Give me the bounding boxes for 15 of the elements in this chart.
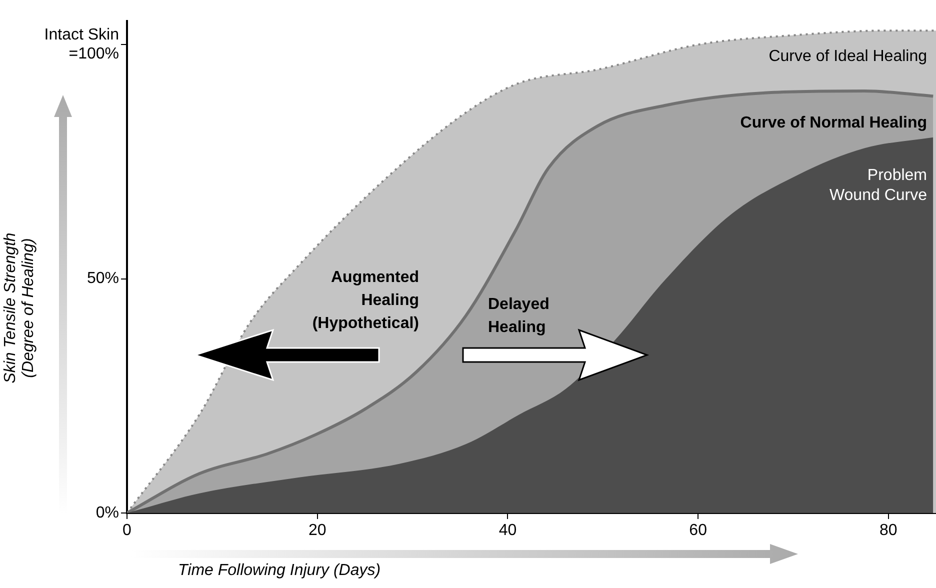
x-tick-label: 80 [880, 522, 898, 540]
series-label: Problem Wound Curve [829, 166, 928, 204]
x-tick-label: 20 [308, 522, 326, 540]
x-tick-label: 0 [122, 522, 132, 540]
annotation: Delayed Healing [488, 295, 550, 338]
y-axis-title: Skin Tensile Strength (Degree of Healing) [2, 232, 38, 386]
x-tick-label: 40 [498, 522, 517, 540]
y-tick-label: 50% [86, 270, 119, 288]
y-tick-label: 0% [96, 504, 119, 522]
series-label: Curve of Normal Healing [740, 114, 927, 132]
series-label: Curve of Ideal Healing [768, 48, 927, 65]
x-tick-label: 60 [689, 522, 708, 540]
y-tick-label: Intact Skin =100% [44, 26, 119, 63]
x-axis-title: Time Following Injury (Days) [178, 562, 381, 580]
annotation: Augmented Healing (Hypothetical) [312, 268, 419, 334]
